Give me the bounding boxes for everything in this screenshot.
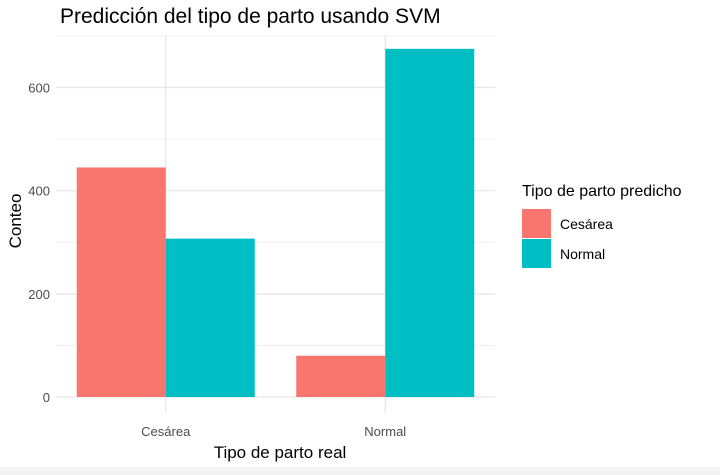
bottom-band — [0, 467, 720, 475]
bar-ces-rea-1 — [296, 355, 386, 397]
x-tick-label: Normal — [364, 424, 406, 439]
x-axis-label: Tipo de parto real — [214, 443, 347, 462]
legend-key-ces-rea — [522, 209, 551, 238]
bar-normal-0 — [165, 238, 255, 397]
bar-normal-1 — [385, 48, 475, 398]
y-tick-label: 0 — [43, 390, 50, 405]
y-tick-label: 400 — [28, 184, 50, 199]
plot-area: 0 200 400 600 Cesárea Normal — [28, 35, 495, 439]
chart-title: Predicción del tipo de parto usando SVM — [60, 5, 441, 28]
legend: Tipo de parto predicho Cesárea Normal — [522, 183, 682, 268]
x-tick-label: Cesárea — [141, 424, 191, 439]
legend-key-normal — [522, 239, 551, 268]
y-tick-label: 600 — [28, 81, 50, 96]
bar-ces-rea-0 — [76, 167, 166, 397]
y-tick-label: 200 — [28, 287, 50, 302]
legend-label: Normal — [560, 246, 605, 262]
legend-label: Cesárea — [560, 216, 613, 232]
legend-title: Tipo de parto predicho — [522, 183, 682, 200]
y-axis-label: Conteo — [6, 194, 25, 249]
